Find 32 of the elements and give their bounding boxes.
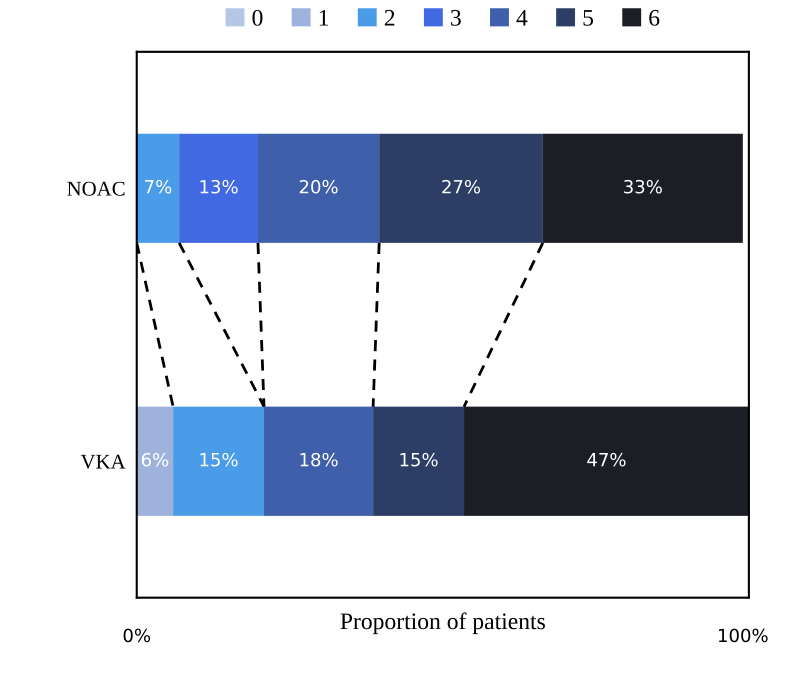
data-label: 6% (142, 452, 168, 466)
bar (136, 406, 174, 516)
bar (179, 134, 258, 243)
legend-label: 4 (516, 10, 528, 26)
legend-label: 6 (649, 10, 660, 26)
y-tick-label: VKA (80, 454, 126, 469)
legend-label: 5 (583, 10, 594, 26)
legend-label: 0 (252, 10, 262, 26)
bar (136, 134, 180, 243)
legend-label: 1 (320, 10, 328, 26)
data-label: 27% (442, 180, 480, 194)
data-label: 20% (300, 180, 338, 194)
data-label: 18% (300, 452, 338, 466)
bar (464, 406, 749, 516)
bar (173, 406, 264, 516)
legend-label: 2 (384, 10, 394, 26)
data-label: 33% (624, 180, 662, 194)
data-label: 47% (587, 452, 626, 466)
x-tick-label: 100% (719, 628, 768, 642)
data-label: 13% (200, 180, 238, 194)
data-label: 15% (200, 452, 238, 466)
data-label: 15% (400, 452, 438, 466)
data-label: 7% (145, 180, 172, 194)
bar (258, 134, 380, 243)
bar (542, 134, 743, 243)
bar (264, 406, 374, 516)
x-axis-title: Proportion of patients (340, 612, 545, 634)
bar (379, 134, 543, 243)
x-tick-label: 0% (124, 628, 150, 642)
y-tick-label: NOAC (67, 182, 124, 196)
bar (373, 406, 464, 516)
legend-label: 3 (451, 10, 461, 26)
